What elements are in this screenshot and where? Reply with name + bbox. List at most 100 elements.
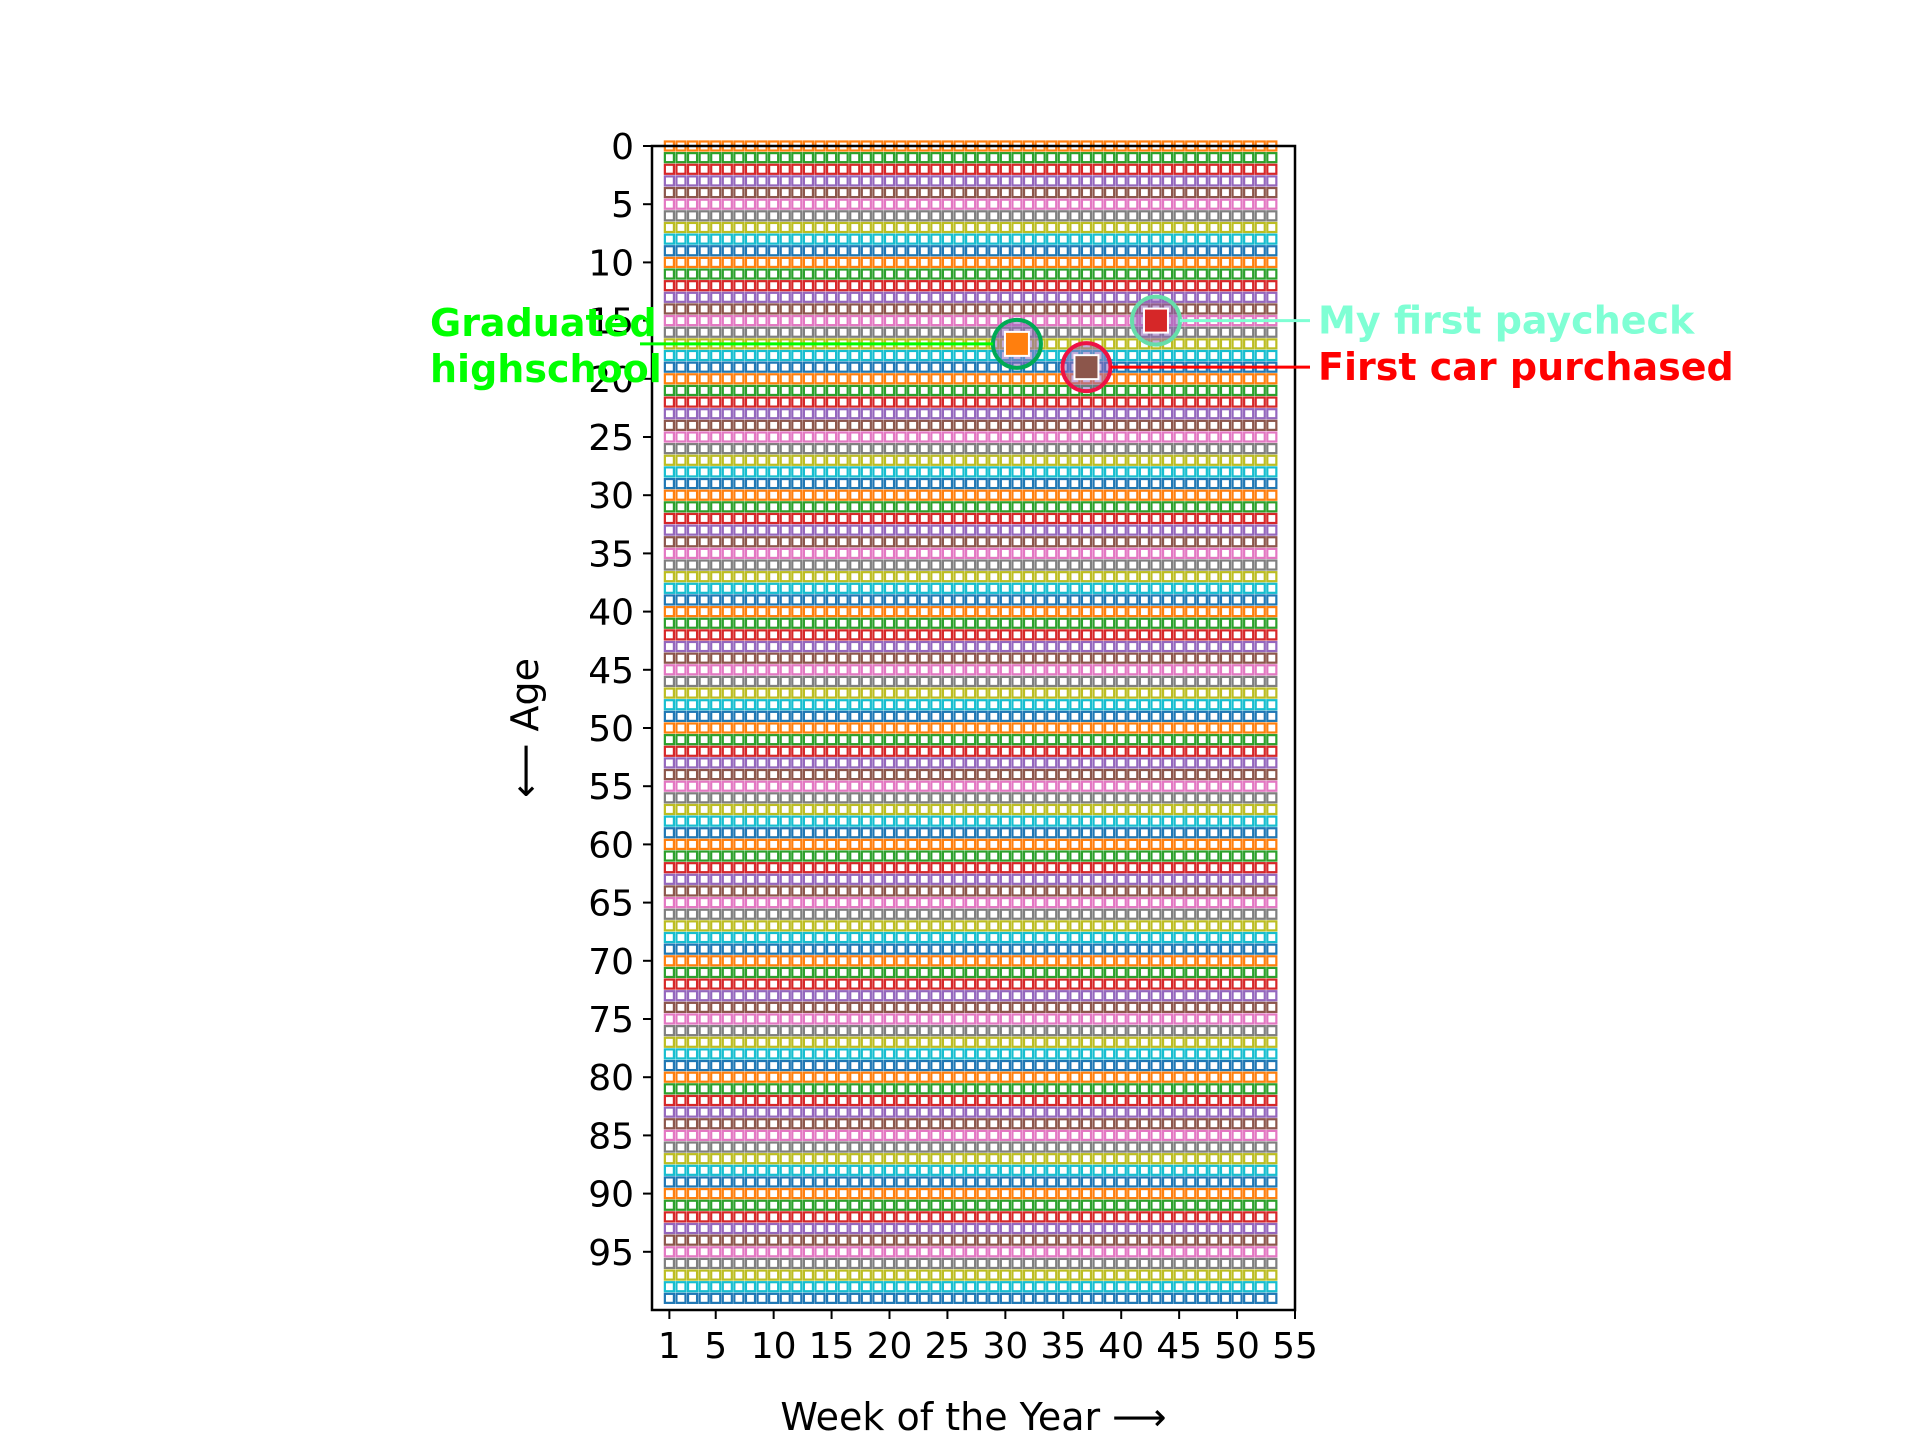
week-square — [1057, 384, 1069, 397]
week-square — [663, 326, 675, 338]
week-square — [1231, 303, 1243, 315]
week-square — [686, 361, 699, 373]
age-row — [663, 617, 1278, 629]
week-square — [1011, 477, 1023, 490]
week-square — [999, 268, 1011, 280]
week-square — [1208, 780, 1220, 792]
week-square — [779, 512, 791, 525]
week-square — [1080, 582, 1093, 594]
week-square — [837, 780, 849, 792]
week-square — [976, 303, 988, 315]
week-square — [768, 163, 780, 175]
week-square — [1092, 559, 1104, 571]
week-square — [1254, 780, 1266, 792]
week-square — [825, 454, 838, 466]
week-square — [756, 722, 768, 734]
week-square — [837, 175, 849, 187]
week-square — [1080, 512, 1093, 525]
week-square — [1266, 559, 1278, 571]
week-square — [1127, 594, 1139, 606]
week-square — [814, 443, 826, 455]
week-square — [1231, 547, 1243, 560]
week-square — [1069, 280, 1081, 292]
week-square — [1173, 466, 1185, 478]
week-square — [999, 559, 1011, 571]
week-square — [964, 687, 977, 699]
week-square — [1092, 186, 1104, 199]
week-square — [698, 780, 710, 792]
week-square — [1266, 384, 1278, 397]
week-square — [1266, 664, 1278, 676]
week-square — [1208, 536, 1220, 548]
week-square — [721, 349, 733, 362]
week-square — [814, 280, 826, 292]
week-square — [1266, 757, 1278, 769]
week-square — [733, 431, 745, 443]
week-square — [1254, 699, 1266, 711]
week-square — [883, 489, 896, 501]
week-square — [1069, 710, 1081, 722]
week-square — [733, 175, 745, 187]
week-square — [1266, 524, 1278, 536]
week-square — [663, 699, 675, 711]
week-square — [1022, 547, 1035, 560]
week-square — [744, 547, 757, 560]
week-square — [1115, 256, 1127, 269]
week-square — [1173, 629, 1185, 641]
week-square — [1150, 675, 1162, 688]
week-square — [953, 454, 965, 466]
week-square — [1057, 163, 1069, 175]
week-square — [791, 571, 803, 583]
week-square — [1115, 326, 1127, 338]
week-square — [1046, 361, 1058, 373]
week-square — [907, 314, 919, 327]
week-square — [675, 280, 687, 292]
week-square — [710, 768, 722, 781]
age-row — [663, 489, 1278, 501]
week-square — [849, 326, 861, 338]
week-square — [1161, 524, 1174, 536]
week-square — [710, 384, 722, 397]
week-square — [883, 536, 896, 548]
week-square — [1231, 454, 1243, 466]
week-square — [686, 268, 699, 280]
week-square — [1219, 210, 1232, 222]
week-square — [1150, 512, 1162, 525]
week-square — [930, 291, 942, 303]
week-square — [756, 780, 768, 792]
week-square — [721, 326, 733, 338]
week-square — [1185, 431, 1197, 443]
week-square — [756, 699, 768, 711]
week-square — [1104, 175, 1116, 187]
week-square — [1127, 349, 1139, 362]
week-square — [733, 396, 745, 408]
week-square — [837, 303, 849, 315]
week-square — [802, 594, 815, 606]
week-square — [1092, 757, 1104, 769]
week-square — [1161, 605, 1174, 618]
week-square — [918, 268, 930, 280]
week-square — [814, 408, 826, 420]
week-square — [1266, 186, 1278, 199]
week-square — [988, 373, 1000, 385]
week-square — [802, 384, 815, 397]
week-square — [1161, 373, 1174, 385]
week-square — [953, 408, 965, 420]
week-square — [1219, 338, 1232, 350]
week-square — [1219, 245, 1232, 257]
week-square — [1069, 617, 1081, 629]
week-square — [1208, 466, 1220, 478]
week-square — [1080, 268, 1093, 280]
week-square — [1022, 466, 1035, 478]
week-square — [1173, 245, 1185, 257]
week-square — [941, 536, 954, 548]
week-square — [976, 571, 988, 583]
week-square — [988, 256, 1000, 269]
week-square — [756, 675, 768, 688]
week-square — [1138, 349, 1151, 362]
week-square — [710, 489, 722, 501]
week-square — [1046, 198, 1058, 210]
week-square — [1022, 477, 1035, 490]
week-square — [895, 710, 907, 722]
